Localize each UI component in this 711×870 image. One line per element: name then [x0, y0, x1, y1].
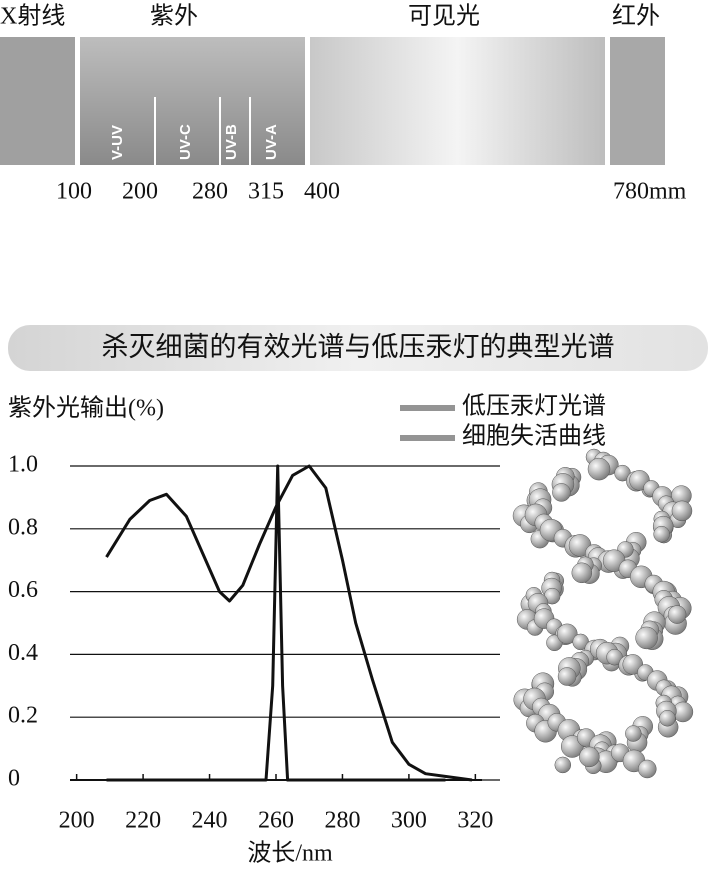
uv-band-label: UV-C	[177, 124, 194, 160]
band-label: X射线	[0, 3, 65, 30]
dna-atom	[659, 710, 676, 727]
series-line	[106, 464, 446, 782]
dna-atom	[653, 525, 670, 543]
spectrum	[0, 37, 665, 165]
legend-label: 低压汞灯光谱	[462, 393, 606, 420]
scale-label: 200	[122, 179, 158, 205]
scale-label: 315	[248, 179, 284, 205]
scale-label: 280	[192, 179, 228, 205]
scale-label: 100	[56, 179, 92, 205]
band-label: 红外	[612, 3, 660, 30]
dna-atom	[554, 756, 572, 774]
chart-title: 杀灭细菌的有效光谱与低压汞灯的典型光谱	[102, 332, 615, 362]
band-label: 可见光	[408, 3, 480, 30]
uv-band-label: UV-B	[223, 124, 240, 160]
y-tick-label: 0.2	[8, 703, 38, 729]
dna-atom	[557, 667, 577, 686]
dna-atom	[671, 500, 693, 522]
dna-atom	[571, 562, 593, 584]
uv-band-label: V-UV	[109, 125, 126, 160]
dna-atom	[667, 605, 687, 624]
y-tick-label: 0.6	[8, 577, 38, 603]
y-tick-label: 0	[8, 766, 20, 792]
x-tick-label: 240	[192, 808, 228, 834]
x-tick-label: 300	[391, 808, 427, 834]
uv-band-label: UV-A	[263, 124, 280, 160]
ir-band	[610, 37, 665, 165]
band-label: 紫外	[150, 3, 198, 30]
y-tick-label: 1.0	[8, 452, 38, 478]
y-axis-label: 紫外光输出(%)	[8, 395, 164, 422]
legend-swatch	[400, 405, 455, 411]
legend-label: 细胞失活曲线	[462, 423, 606, 450]
uv-band	[80, 37, 305, 165]
x-tick-label: 280	[324, 808, 360, 834]
dna-atom	[625, 725, 642, 742]
dna-atom	[587, 457, 611, 481]
visible-band	[310, 37, 605, 165]
dna-atom	[635, 626, 658, 650]
x-tick-label: 200	[59, 808, 95, 834]
x-tick-label: 320	[457, 808, 493, 834]
scale-label: 400	[304, 179, 340, 205]
legend-swatch	[400, 435, 455, 441]
x-tick-label: 220	[125, 808, 161, 834]
y-tick-label: 0.8	[8, 514, 38, 540]
xray-band	[0, 37, 75, 165]
series-line	[105, 464, 473, 782]
dna-atom	[552, 483, 571, 502]
x-axis-label: 波长/nm	[247, 840, 333, 867]
y-tick-label: 0.4	[8, 640, 38, 666]
title-banner	[8, 325, 708, 371]
scale-label: 780mm	[613, 179, 687, 205]
dna-atom	[579, 746, 600, 768]
dna-image	[512, 448, 694, 779]
dna-atom	[638, 759, 657, 779]
x-tick-label: 260	[258, 808, 294, 834]
dna-atom	[557, 623, 578, 645]
